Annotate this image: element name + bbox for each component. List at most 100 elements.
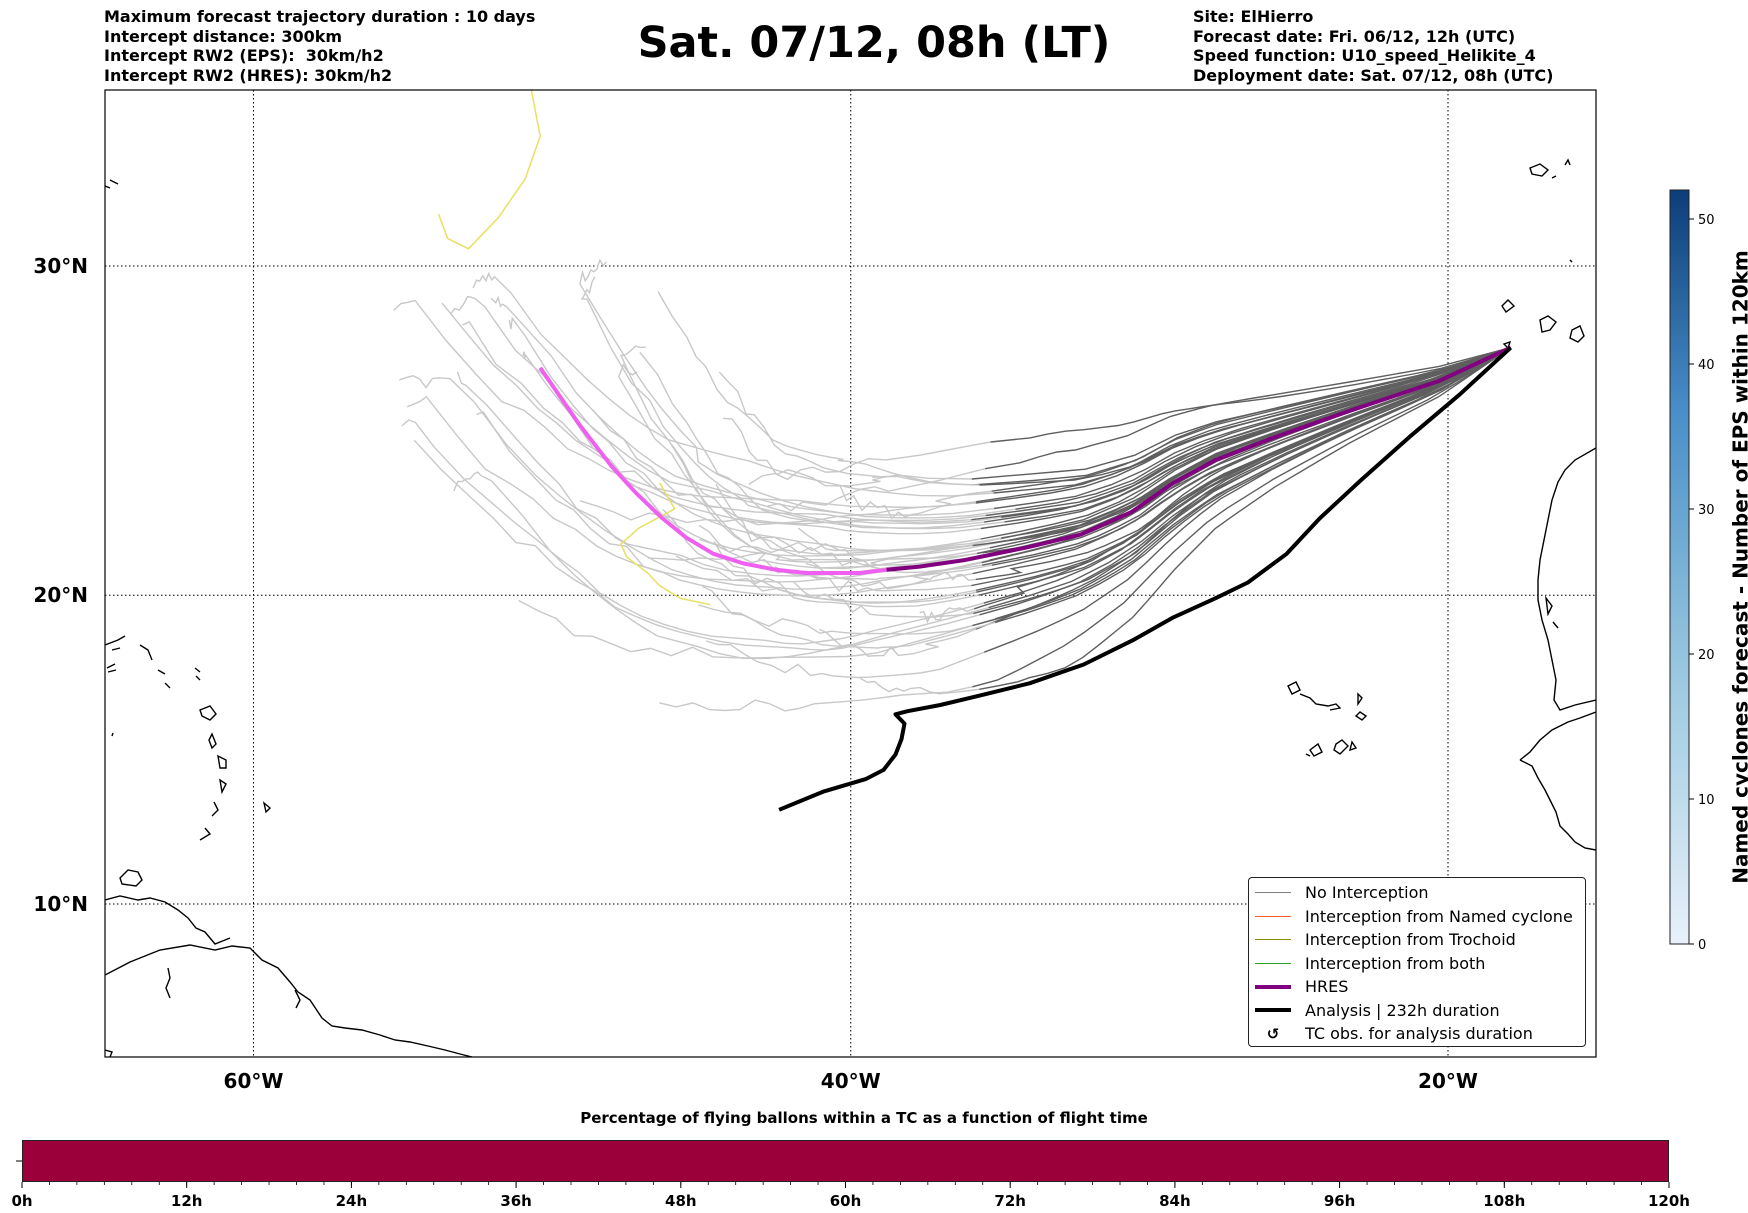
eps-trajectory-late bbox=[713, 541, 979, 608]
eps-trajectory-early bbox=[971, 346, 1511, 480]
eps-trajectory-early bbox=[972, 346, 1512, 575]
time-bar-ticks: 0h 12h 24h 36h 48h 60h 72h 84h 96h 108h 120h bbox=[11, 1160, 1690, 1210]
y-tick-label: 10°N bbox=[33, 892, 88, 916]
time-tick-label: 60h bbox=[830, 1192, 862, 1210]
legend-label-tc-obs: TC obs. for analysis duration bbox=[1305, 1024, 1533, 1044]
eps-trajectory-late bbox=[715, 483, 1001, 570]
eps-trajectory-early bbox=[991, 346, 1511, 492]
time-tick-label: 0h bbox=[11, 1192, 32, 1210]
eps-trajectory-late bbox=[647, 551, 983, 561]
legend-label-hres: HRES bbox=[1305, 977, 1349, 997]
time-tick-label: 36h bbox=[500, 1192, 532, 1210]
eps-trajectory-early bbox=[979, 347, 1512, 690]
time-tick-label: 84h bbox=[1159, 1192, 1191, 1210]
named-cyclone-track bbox=[619, 482, 711, 606]
eps-trajectory-early bbox=[973, 346, 1512, 615]
eps-trajectory-late bbox=[723, 417, 972, 487]
y-tick-label: 30°N bbox=[33, 254, 88, 278]
eps-trajectory-late bbox=[748, 441, 991, 485]
eps-trajectory-late bbox=[639, 351, 1002, 525]
legend-item-analysis: Analysis | 232h duration bbox=[1249, 999, 1585, 1023]
header-line-duration: Maximum forecast trajectory duration : 1… bbox=[104, 7, 536, 26]
legend-item-tc-obs: ↺ TC obs. for analysis duration bbox=[1249, 1022, 1585, 1046]
y-tick-label: 20°N bbox=[33, 583, 88, 607]
time-tick-label: 72h bbox=[994, 1192, 1026, 1210]
eps-count-colorbar: 0 10 20 30 40 50 Named cyclones forecast - Nu… bbox=[1669, 189, 1748, 953]
legend-label-no-interception: No Interception bbox=[1305, 883, 1429, 903]
header-line-rw2-eps: Intercept RW2 (EPS): 30km/h2 bbox=[104, 46, 384, 65]
hres-trajectory-early bbox=[886, 345, 1512, 572]
eps-trajectory-late bbox=[767, 468, 986, 512]
eps-trajectory-early bbox=[994, 347, 1512, 624]
eps-trajectory-late bbox=[441, 302, 981, 535]
time-tick-label: 108h bbox=[1483, 1192, 1525, 1210]
eps-trajectory-early bbox=[984, 346, 1511, 470]
eps-trajectory-early bbox=[1015, 346, 1511, 510]
time-tick-label: 96h bbox=[1324, 1192, 1356, 1210]
legend-swatch-named-cyclone bbox=[1255, 915, 1291, 917]
coastlines bbox=[105, 158, 1596, 1057]
legend-label-analysis: Analysis | 232h duration bbox=[1305, 1000, 1500, 1020]
legend-item-trochoid: Interception from Trochoid bbox=[1249, 928, 1585, 952]
header-line-deployment-date: Deployment date: Sat. 07/12, 08h (UTC) bbox=[1193, 65, 1554, 85]
time-bar-title: Percentage of flying ballons within a TC… bbox=[580, 1109, 1148, 1127]
legend-swatch-no-interception bbox=[1255, 892, 1291, 894]
axis-labels: 60°W 40°W 20°W 10°N 20°N 30°N bbox=[33, 254, 1478, 1093]
hres-trajectory-late bbox=[538, 366, 887, 575]
eps-trajectory-late bbox=[462, 320, 972, 524]
map-frame bbox=[104, 89, 1597, 1058]
time-tick-label: 12h bbox=[171, 1192, 203, 1210]
legend-swatch-trochoid bbox=[1255, 939, 1291, 941]
eps-trajectory-early bbox=[972, 347, 1512, 688]
x-tick-label: 60°W bbox=[224, 1069, 284, 1093]
eps-trajectory-early bbox=[975, 346, 1511, 504]
eps-trajectory-late bbox=[657, 291, 980, 486]
time-bar bbox=[22, 1140, 1669, 1182]
colorbar-ticks: 0 10 20 30 40 50 bbox=[1689, 213, 1715, 953]
header-line-distance: Intercept distance: 300km bbox=[104, 26, 343, 46]
colorbar-tick-label: 50 bbox=[1698, 213, 1715, 228]
eps-trajectory-late bbox=[793, 581, 974, 618]
time-tick-label: 120h bbox=[1648, 1192, 1690, 1210]
legend-item-hres: HRES bbox=[1249, 975, 1585, 999]
colorbar-tick-label: 30 bbox=[1698, 503, 1715, 518]
eps-trajectory-late bbox=[619, 345, 990, 569]
eps-trajectory-late bbox=[718, 371, 973, 486]
analysis-trajectory bbox=[778, 346, 1513, 812]
eps-trajectory-late bbox=[580, 276, 985, 529]
eps-trajectory-early bbox=[976, 346, 1512, 593]
header-line-speed-function: Speed function: U10_speed_Helikite_4 bbox=[1193, 46, 1536, 65]
eps-trajectory-late bbox=[671, 444, 1002, 556]
legend-item-both: Interception from both bbox=[1249, 952, 1585, 976]
eps-trajectory-late bbox=[705, 640, 985, 679]
legend-label-both: Interception from both bbox=[1305, 953, 1486, 973]
named-cyclone-track bbox=[437, 90, 541, 250]
eps-trajectory-late bbox=[659, 686, 973, 712]
eps-trajectory-late bbox=[662, 509, 977, 604]
header-info-right: Site: ElHierro Forecast date: Fri. 06/12… bbox=[1193, 7, 1553, 85]
colorbar-tick-label: 20 bbox=[1698, 648, 1715, 663]
eps-trajectory-late bbox=[698, 524, 993, 581]
map-gridlines bbox=[105, 90, 1596, 1057]
eps-trajectory-late bbox=[449, 295, 1005, 530]
header-line-site: Site: ElHierro bbox=[1193, 7, 1314, 26]
legend-label-trochoid: Interception from Trochoid bbox=[1305, 930, 1516, 950]
legend-item-no-interception: No Interception bbox=[1249, 881, 1585, 905]
eps-trajectory-late bbox=[618, 363, 1010, 564]
header-line-forecast-date: Forecast date: Fri. 06/12, 12h (UTC) bbox=[1193, 26, 1516, 46]
eps-trajectory-late bbox=[401, 419, 984, 645]
header-info-left: Maximum forecast trajectory duration : 1… bbox=[104, 7, 535, 85]
eps-trajectory-late bbox=[859, 677, 980, 695]
eps-trajectory-late bbox=[579, 500, 977, 526]
eps-trajectory-early bbox=[1001, 346, 1511, 518]
eps-trajectory-late bbox=[413, 439, 980, 651]
x-tick-label: 40°W bbox=[821, 1069, 881, 1093]
colorbar-gradient bbox=[1669, 189, 1690, 945]
legend-swatch-hres bbox=[1255, 984, 1291, 989]
tc-symbol-icon: ↺ bbox=[1266, 1024, 1280, 1043]
legend-swatch-both bbox=[1255, 962, 1291, 964]
map-plot-area bbox=[105, 90, 1596, 1057]
chart-title: Sat. 07/12, 08h (LT) bbox=[637, 18, 1111, 68]
colorbar-tick-label: 10 bbox=[1698, 793, 1715, 808]
